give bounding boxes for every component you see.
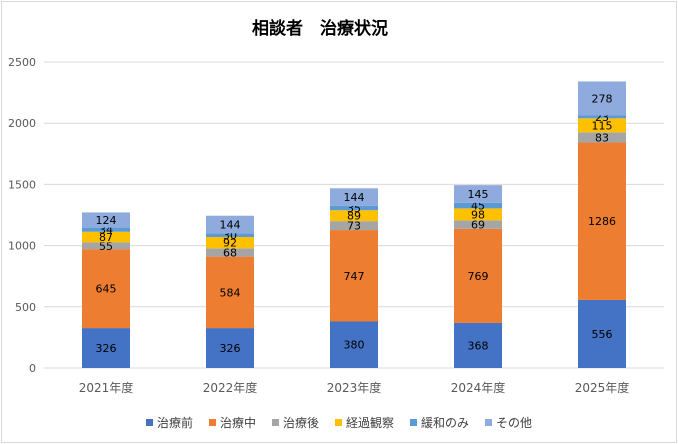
- legend-label: 治療前: [156, 416, 193, 430]
- data-label: 124: [96, 214, 117, 227]
- x-tick-label: 2024年度: [451, 380, 506, 395]
- bar-segment: [454, 208, 502, 221]
- data-label: 1286: [588, 215, 616, 228]
- legend-item: 経過観察: [335, 414, 394, 431]
- data-label: 556: [592, 328, 613, 341]
- x-tick-label: 2025年度: [575, 380, 630, 395]
- x-tick-label: 2023年度: [327, 380, 382, 395]
- legend-item: 治療中: [208, 414, 256, 431]
- y-tick-label: 0: [29, 362, 36, 375]
- bar-segment: [578, 142, 626, 300]
- legend-item: 治療前: [145, 414, 193, 431]
- bar-segment: [206, 248, 254, 257]
- legend-item: 緩和のみ: [410, 414, 469, 431]
- bar-segment: [82, 231, 130, 243]
- y-tick-label: 2500: [8, 56, 36, 69]
- data-label: 83: [595, 131, 609, 144]
- bar-segment: [330, 205, 378, 211]
- legend-swatch: [208, 419, 216, 426]
- legend-label: 治療後: [282, 416, 319, 430]
- data-label: 73: [347, 220, 361, 233]
- bar-segment: [454, 202, 502, 209]
- data-label: 115: [592, 119, 613, 132]
- x-tick-label: 2022年度: [203, 380, 258, 395]
- legend-swatch: [335, 419, 342, 426]
- data-label: 368: [468, 339, 489, 352]
- stacked-bar-chart: 050010001500200025003266455587341242021年…: [8, 56, 664, 395]
- data-label: 145: [468, 188, 489, 201]
- bar-segment: [330, 230, 378, 322]
- bar-segment: [578, 132, 626, 143]
- bar-segment: [330, 321, 378, 368]
- bar-segment: [82, 242, 130, 250]
- bar-segment: [454, 220, 502, 229]
- data-label: 45: [471, 200, 485, 213]
- data-label: 747: [344, 270, 365, 283]
- data-label: 68: [223, 246, 237, 259]
- bar-segment: [454, 228, 502, 323]
- chart-title: 相談者 治療状況: [252, 19, 388, 39]
- legend-swatch: [410, 419, 418, 426]
- data-label: 92: [223, 237, 237, 250]
- legend-swatch: [271, 419, 279, 426]
- data-label: 326: [220, 342, 241, 355]
- data-label: 144: [220, 219, 241, 232]
- bar-segment: [206, 237, 254, 249]
- data-label: 87: [99, 231, 113, 244]
- data-label: 144: [344, 191, 365, 204]
- legend-swatch: [145, 419, 153, 426]
- bar-segment: [454, 185, 502, 203]
- data-label: 89: [347, 210, 361, 223]
- legend-label: その他: [496, 416, 533, 430]
- data-label: 55: [99, 240, 113, 253]
- data-label: 98: [471, 208, 485, 221]
- data-label: 69: [471, 219, 485, 232]
- bar-segment: [206, 233, 254, 238]
- chart-legend: 治療前 治療中 治療後 経過観察 緩和のみ その他: [0, 414, 678, 431]
- y-tick-label: 500: [15, 301, 36, 314]
- bar-segment: [578, 118, 626, 133]
- legend-swatch: [485, 419, 493, 426]
- y-tick-label: 1500: [8, 178, 36, 191]
- data-label: 584: [220, 286, 241, 299]
- legend-item: 治療後: [271, 414, 319, 431]
- bar-segment: [454, 322, 502, 368]
- bar-segment: [578, 81, 626, 116]
- bar-segment: [82, 212, 130, 228]
- data-label: 645: [96, 283, 117, 296]
- bar-segment: [82, 227, 130, 232]
- x-tick-label: 2021年度: [79, 380, 134, 395]
- bar-segment: [330, 210, 378, 222]
- bar-segment: [206, 328, 254, 368]
- bar-segment: [330, 221, 378, 231]
- legend-label: 緩和のみ: [421, 416, 470, 430]
- bar-segment: [206, 256, 254, 329]
- data-label: 380: [344, 339, 365, 352]
- bar-segment: [82, 249, 130, 329]
- bar-segment: [82, 328, 130, 368]
- data-label: 326: [96, 342, 117, 355]
- legend-item: その他: [485, 414, 532, 431]
- legend-label: 経過観察: [346, 416, 395, 430]
- bar-segment: [206, 215, 254, 234]
- y-tick-label: 1000: [8, 240, 36, 253]
- bar-segment: [330, 188, 378, 206]
- y-tick-label: 2000: [8, 117, 36, 130]
- data-label: 278: [592, 92, 613, 105]
- bar-segment: [578, 299, 626, 368]
- legend-label: 治療中: [219, 416, 256, 430]
- bar-segment: [578, 115, 626, 119]
- data-label: 769: [468, 270, 489, 283]
